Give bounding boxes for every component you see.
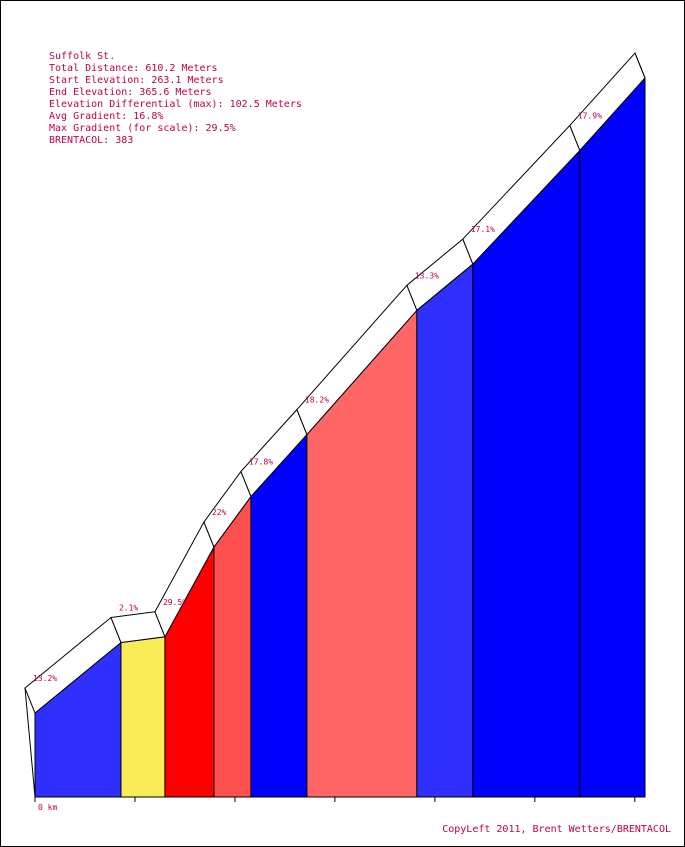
ribbon-end-edge — [634, 52, 646, 79]
segment-5 — [250, 433, 308, 798]
x-tick-label: 0 km — [38, 803, 57, 812]
copyright-footer: CopyLeft 2011, Brent Wetters/BRENTACOL — [442, 824, 671, 835]
end-elevation: End Elevation: 365.6 Meters — [49, 87, 212, 98]
ribbon-start-edge — [24, 687, 36, 798]
gradient-label: 13.3% — [415, 271, 439, 280]
route-info: Suffolk St. Total Distance: 610.2 Meters… — [49, 51, 302, 147]
avg-gradient: Avg Gradient: 16.8% — [49, 111, 164, 122]
segment-4 — [213, 494, 252, 798]
elevation-differential: Elevation Differential (max): 102.5 Mete… — [49, 99, 302, 110]
total-distance: Total Distance: 610.2 Meters — [49, 63, 218, 74]
segment-9 — [579, 76, 646, 798]
segment-7 — [416, 263, 474, 798]
gradient-label: 17.8% — [249, 457, 273, 466]
gradient-label: 22% — [212, 508, 227, 517]
gradient-label: 18.2% — [305, 396, 329, 405]
gradient-label: 17.1% — [471, 225, 495, 234]
start-elevation: Start Elevation: 263.1 Meters — [49, 75, 224, 86]
brentacol-score: BRENTACOL: 383 — [49, 135, 134, 146]
segment-2 — [120, 636, 166, 798]
gradient-label: 29.5% — [163, 598, 187, 607]
max-gradient: Max Gradient (for scale): 29.5% — [49, 123, 236, 134]
gradient-label: 17.9% — [578, 111, 602, 120]
gradient-label: 13.2% — [33, 674, 57, 683]
route-name: Suffolk St. — [49, 51, 116, 62]
gradient-label: 2.1% — [119, 604, 138, 613]
